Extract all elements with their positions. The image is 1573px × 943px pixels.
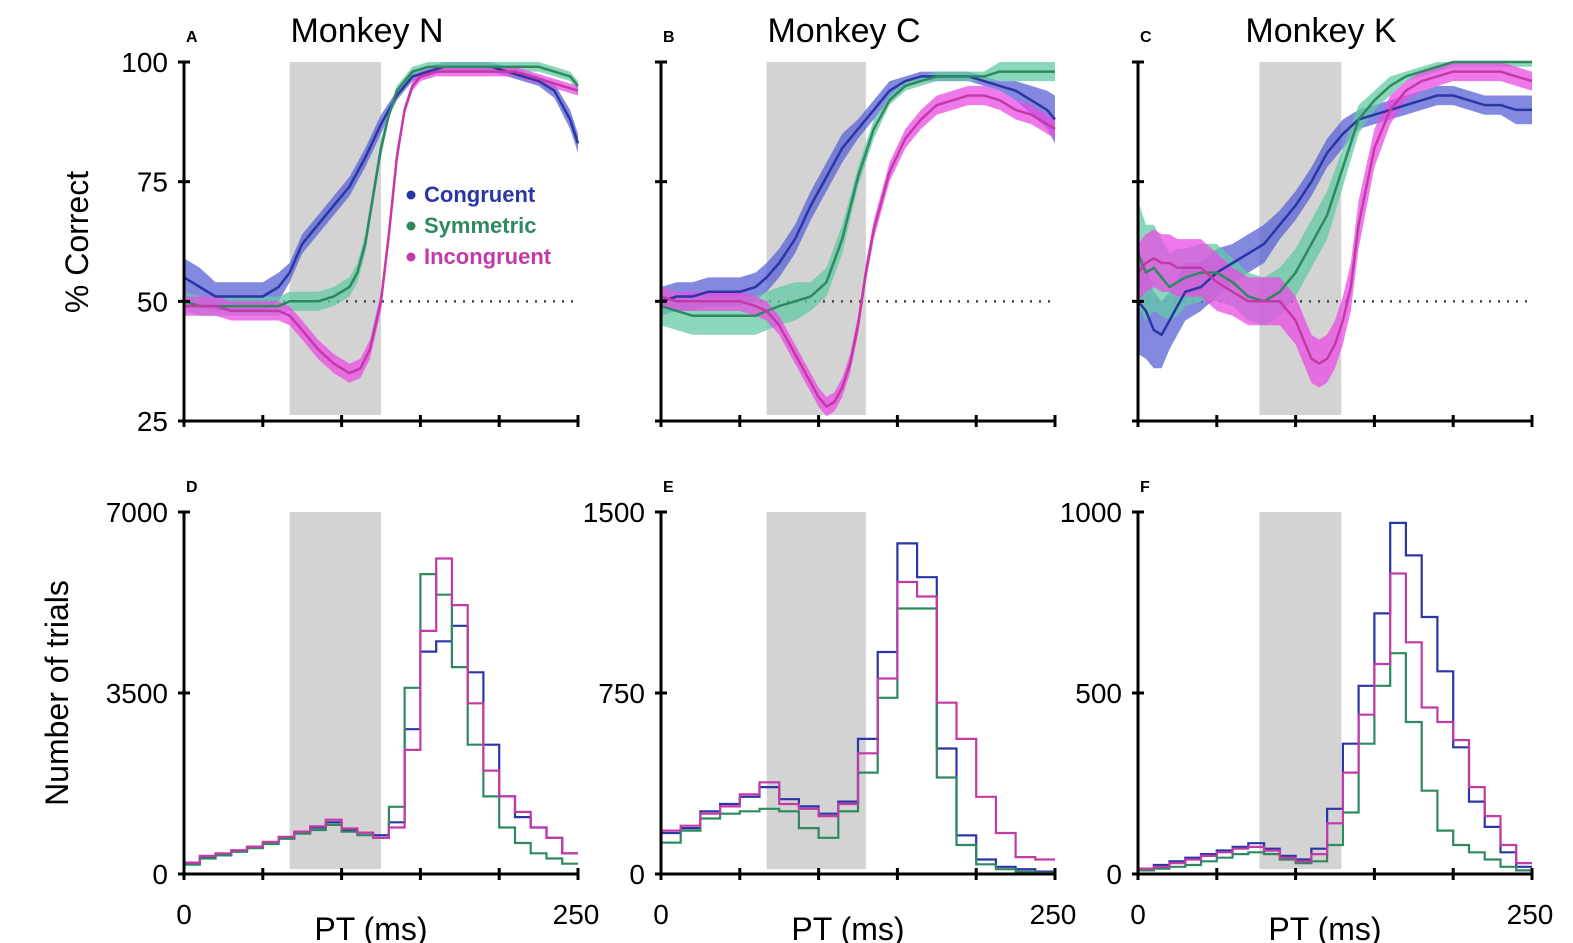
histogram-incongruent [661, 580, 1055, 861]
legend-marker-symmetric [406, 221, 416, 231]
panel-letter: D [186, 479, 198, 496]
y-tick-label: 25 [137, 406, 168, 437]
series-line-symmetric [660, 70, 1055, 317]
band-congruent [661, 71, 1055, 316]
x-tick-label: 250 [1030, 899, 1077, 930]
panel-letter: E [663, 479, 674, 496]
histogram-incongruent [184, 557, 578, 864]
series-line-incongruent [660, 94, 1056, 408]
legend-label-congruent: Congruent [424, 182, 536, 207]
x-axis-title: PT (ms) [1268, 911, 1381, 943]
y-tick-label: 1000 [1060, 497, 1122, 528]
y-tick-label: 500 [1075, 678, 1122, 709]
legend-marker-incongruent [406, 252, 416, 262]
panel-title: Monkey K [1245, 12, 1396, 50]
y-tick-label: 7000 [106, 497, 168, 528]
y-tick-label: 0 [629, 859, 645, 890]
band-incongruent [661, 85, 1055, 417]
y-tick-label: 75 [137, 167, 168, 198]
y-axis-title-percent-correct: % Correct [59, 171, 95, 313]
series-line-symmetric [183, 65, 579, 308]
series-line-incongruent [184, 70, 579, 375]
histogram-symmetric [1138, 652, 1532, 872]
panel-f: 1000 500 00 250 PT (ms) F [1060, 479, 1554, 943]
legend-marker-congruent [406, 190, 416, 200]
panel-letter: F [1140, 479, 1150, 496]
y-tick-label: 750 [598, 678, 645, 709]
shaded-region [766, 512, 866, 869]
shaded-region [766, 62, 866, 415]
y-tick-label: 1500 [583, 497, 645, 528]
band-congruent [184, 62, 578, 311]
x-tick-label: 0 [653, 899, 669, 930]
panel-c: Monkey K C [1132, 12, 1534, 427]
x-tick-label: 0 [176, 899, 192, 930]
band-incongruent [1138, 62, 1532, 388]
legend: Congruent Symmetric Incongruent [406, 182, 552, 269]
x-tick-label: 250 [553, 899, 600, 930]
legend-label-incongruent: Incongruent [424, 244, 552, 269]
panel-b: Monkey C B [655, 12, 1057, 427]
y-tick-label: 0 [1106, 859, 1122, 890]
histogram-incongruent [1138, 572, 1532, 870]
series-line-symmetric [1136, 60, 1532, 303]
panel-title: Monkey C [767, 12, 920, 50]
series-line-incongruent [1137, 70, 1533, 365]
y-tick-label: 3500 [106, 678, 168, 709]
series-line-congruent [183, 65, 580, 298]
panel-letter: B [663, 29, 675, 46]
y-axis-title-number-of-trials: Number of trials [39, 580, 75, 806]
panel-d: 7000 3500 00 250 PT (ms) D [106, 479, 600, 943]
x-axis-title: PT (ms) [791, 911, 904, 943]
histogram-symmetric [661, 607, 1055, 874]
x-tick-label: 250 [1507, 899, 1554, 930]
series-line-congruent [660, 75, 1056, 303]
shaded-region [289, 512, 381, 869]
shaded-region [1259, 512, 1342, 869]
series-line-congruent [1137, 94, 1532, 337]
legend-label-symmetric: Symmetric [424, 213, 537, 238]
y-tick-label: 0 [152, 859, 168, 890]
y-tick-label: 50 [137, 286, 168, 317]
panel-title: Monkey N [290, 12, 443, 50]
x-tick-label: 0 [1130, 899, 1146, 930]
panel-letter: C [1140, 29, 1152, 46]
panel-e: 1500 750 00 250 PT (ms) E [583, 479, 1077, 943]
y-tick-label: 100 [121, 47, 168, 78]
x-axis-title: PT (ms) [314, 911, 427, 943]
panel-a: 100 75 50 25 Monkey N A [121, 12, 580, 437]
histogram-congruent [1138, 521, 1532, 870]
panel-letter: A [186, 29, 198, 46]
